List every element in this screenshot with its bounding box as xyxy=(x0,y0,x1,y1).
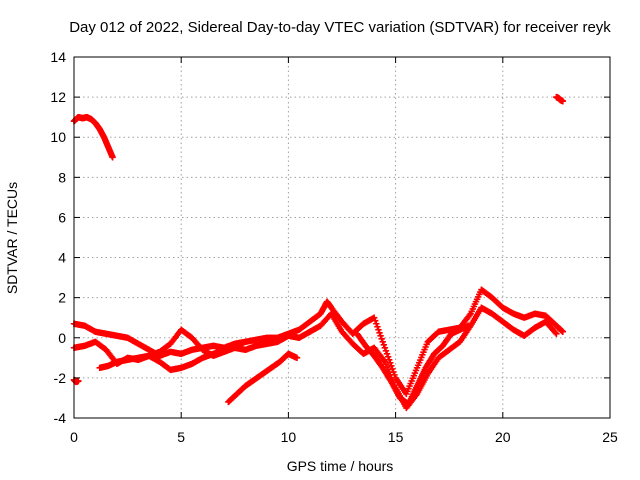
series-track-a xyxy=(70,286,567,398)
data-point xyxy=(75,377,82,385)
series-late-high xyxy=(553,93,567,105)
y-tick-label: -4 xyxy=(54,410,67,426)
data-point xyxy=(465,322,472,329)
data-point xyxy=(552,329,559,336)
data-point xyxy=(374,323,381,330)
data-point xyxy=(379,338,386,345)
data-point xyxy=(387,359,394,367)
data-point xyxy=(377,332,384,339)
series-track-c xyxy=(96,338,249,374)
data-point xyxy=(242,338,249,345)
plot-frame xyxy=(73,56,611,419)
series-early-high xyxy=(70,113,116,161)
grid xyxy=(74,57,610,418)
data-point xyxy=(389,365,396,373)
data-point xyxy=(378,335,385,342)
series-track-d xyxy=(225,350,301,406)
data-point xyxy=(559,328,567,335)
y-tick-label: 6 xyxy=(58,209,66,225)
x-tick-label: 5 xyxy=(177,429,185,445)
data-point xyxy=(388,362,395,370)
x-tick-label: 0 xyxy=(70,429,78,445)
y-tick-label: 12 xyxy=(50,89,66,105)
y-axis-label: SDTVAR / TECUs xyxy=(4,182,20,294)
x-tick-label: 25 xyxy=(602,429,618,445)
y-tick-label: 4 xyxy=(58,250,66,266)
y-tick-label: 14 xyxy=(50,49,66,65)
data-point xyxy=(376,329,383,336)
data-point xyxy=(293,354,301,362)
data-point xyxy=(383,350,391,358)
data-point xyxy=(373,320,380,327)
y-tick-label: 8 xyxy=(58,169,66,185)
y-tick-label: 0 xyxy=(58,330,66,346)
x-axis-label: GPS time / hours xyxy=(287,458,394,474)
data-point xyxy=(385,356,393,364)
data-point xyxy=(381,344,389,352)
x-tick-label: 20 xyxy=(495,429,511,445)
y-tick-label: 10 xyxy=(50,129,66,145)
y-tick-label: -2 xyxy=(54,370,67,386)
data-point xyxy=(372,317,379,324)
data-point xyxy=(382,347,390,355)
data-point xyxy=(384,353,392,361)
data-layer xyxy=(70,93,567,412)
series-track-e xyxy=(353,322,472,408)
data-point xyxy=(109,154,116,161)
data-point xyxy=(553,330,560,337)
y-tick-label: 2 xyxy=(58,290,66,306)
x-tick-label: 15 xyxy=(388,429,404,445)
chart-title: Day 012 of 2022, Sidereal Day-to-day VTE… xyxy=(69,19,611,36)
data-point xyxy=(370,314,378,321)
data-point xyxy=(380,341,388,348)
x-tick-label: 10 xyxy=(281,429,297,445)
data-point xyxy=(375,326,382,333)
data-point xyxy=(559,97,567,105)
ticks: -4 -2 0 2 4 6 8 10 12 14 0 5 10 15 20 25 xyxy=(50,49,618,445)
